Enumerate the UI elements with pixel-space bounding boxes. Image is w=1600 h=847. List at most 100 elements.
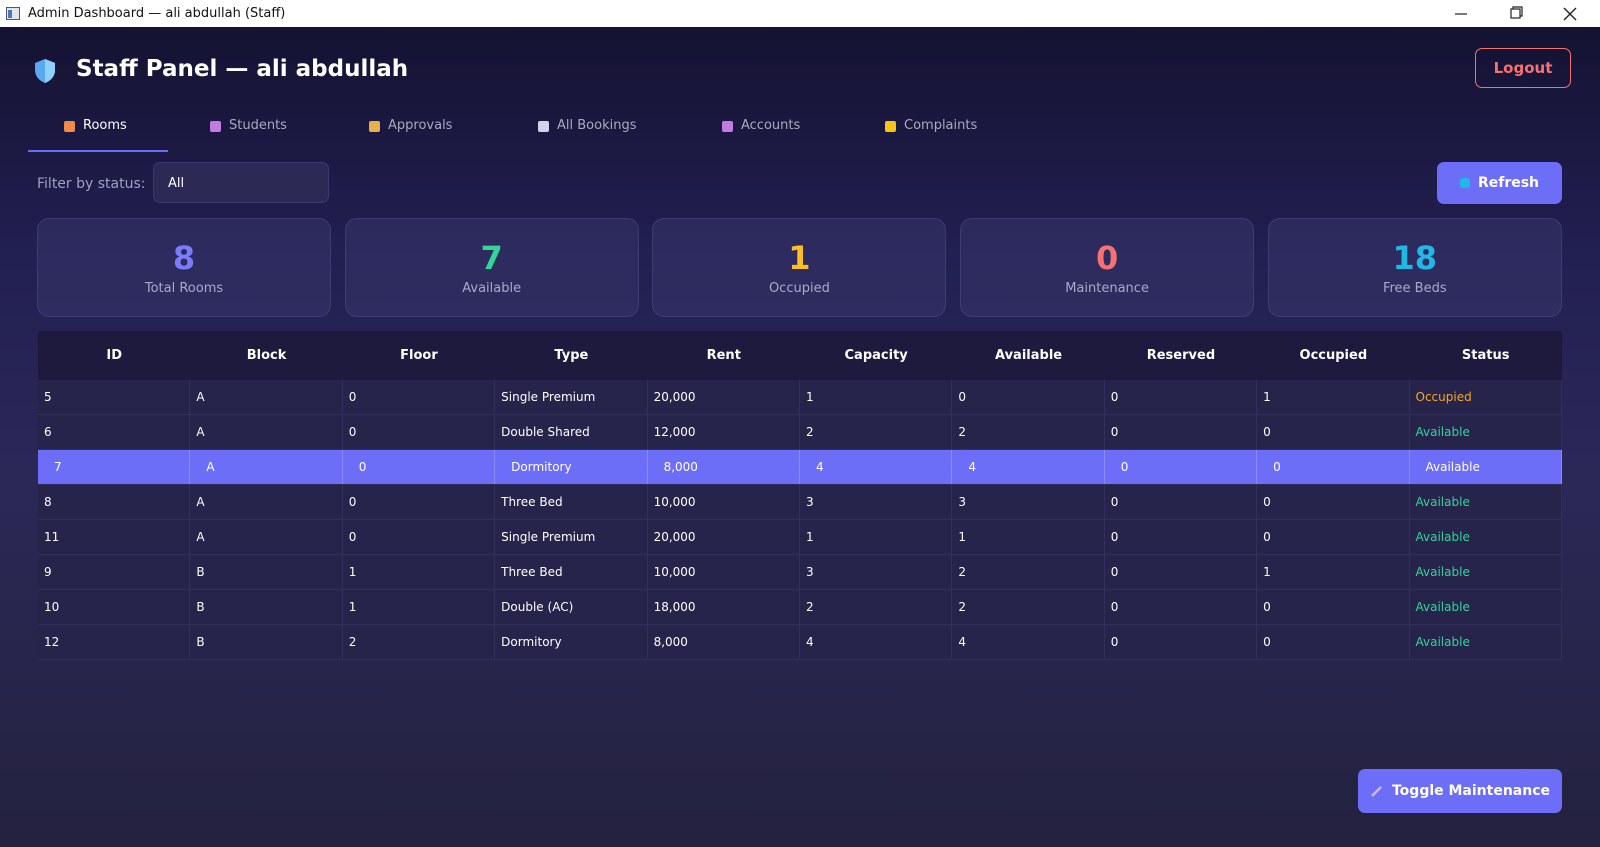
table-cell: 20,000 <box>648 380 800 414</box>
toggle-maintenance-button[interactable]: Toggle Maintenance <box>1358 769 1562 813</box>
window-controls[interactable] <box>1450 6 1590 22</box>
refresh-label: Refresh <box>1477 175 1540 191</box>
table-cell: Available <box>1410 555 1562 589</box>
tab-icon <box>369 121 380 132</box>
column-header: Block <box>246 348 287 363</box>
column-header: Type <box>554 348 589 363</box>
stat-value: 18 <box>1392 239 1438 277</box>
tab[interactable]: Approvals <box>369 118 452 150</box>
table-cell: Three Bed <box>495 555 648 589</box>
table-cell: Available <box>1410 485 1562 519</box>
table-cell: 0 <box>1105 590 1258 624</box>
table-cell: 0 <box>1105 450 1258 484</box>
tab-label: Complaints <box>904 118 978 133</box>
stat-value: 1 <box>788 239 811 277</box>
table-cell: 11 <box>38 520 191 554</box>
shield-icon <box>35 59 55 83</box>
table-cell: Double (AC) <box>495 590 648 624</box>
table-cell: Dormitory <box>495 450 648 484</box>
logout-button[interactable]: Logout <box>1475 48 1571 88</box>
stat-label: Total Rooms <box>144 281 224 296</box>
tab-icon <box>210 121 221 132</box>
table-row[interactable]: 10 B 1 Double (AC) 18,000 2 2 0 0 Available <box>38 590 1562 625</box>
table-cell: Single Premium <box>495 380 648 414</box>
app-icon <box>6 7 20 20</box>
tab[interactable]: Accounts <box>722 118 800 150</box>
tab[interactable]: Complaints <box>885 118 977 150</box>
table-cell: Available <box>1410 415 1562 449</box>
table-cell: 0 <box>343 450 496 484</box>
table-cell: Double Shared <box>495 415 648 449</box>
filter-label: Filter by status: <box>37 176 146 192</box>
tab-icon <box>64 121 75 132</box>
filter-select[interactable]: All <box>153 162 329 203</box>
toggle-label: Toggle Maintenance <box>1391 783 1551 799</box>
stat-card: 8 Total Rooms <box>37 218 331 317</box>
table-cell: 5 <box>38 380 191 414</box>
table-cell: Three Bed <box>495 485 648 519</box>
tab[interactable]: Rooms <box>64 118 127 150</box>
tab-icon <box>885 121 896 132</box>
table-row[interactable]: 6 A 0 Double Shared 12,000 2 2 0 0 Available <box>38 415 1562 450</box>
table-cell: 0 <box>343 520 496 554</box>
refresh-button[interactable]: Refresh <box>1437 162 1562 204</box>
table-cell: A <box>190 485 343 519</box>
table-cell: 10,000 <box>648 485 800 519</box>
table-cell: Dormitory <box>495 625 648 659</box>
tab-label: Approvals <box>388 118 453 133</box>
table-cell: A <box>190 380 343 414</box>
table-cell: 2 <box>800 590 953 624</box>
table-cell: 1 <box>1257 555 1410 589</box>
table-cell: 1 <box>1257 380 1410 414</box>
table-row[interactable]: 9 B 1 Three Bed 10,000 3 2 0 1 Available <box>38 555 1562 590</box>
column-header: ID <box>106 348 123 363</box>
table-cell: B <box>190 625 343 659</box>
table-cell: A <box>190 415 343 449</box>
table-cell: 0 <box>1105 415 1258 449</box>
table-cell: 9 <box>38 555 191 589</box>
stat-card: 7 Available <box>344 218 639 317</box>
table-cell: 12 <box>38 625 191 659</box>
table-cell: 1 <box>343 555 496 589</box>
table-cell: 2 <box>800 415 953 449</box>
table-cell: 0 <box>952 380 1105 414</box>
table-cell: 0 <box>1257 415 1410 449</box>
stat-card: 18 Free Beds <box>1267 218 1562 317</box>
table-row[interactable]: 12 B 2 Dormitory 8,000 4 4 0 0 Available <box>38 625 1562 660</box>
column-header: Occupied <box>1299 348 1368 363</box>
table-cell: 18,000 <box>648 590 800 624</box>
table-cell: B <box>190 555 343 589</box>
refresh-icon <box>1459 178 1470 188</box>
table-row[interactable]: 5 A 0 Single Premium 20,000 1 0 0 1 Occupied <box>38 380 1562 415</box>
table-cell: A <box>190 520 343 554</box>
tab[interactable]: All Bookings <box>538 118 636 150</box>
table-cell: 2 <box>952 590 1105 624</box>
table-cell: Single Premium <box>495 520 648 554</box>
tab[interactable]: Students <box>210 118 287 150</box>
title-bar: Admin Dashboard — ali abdullah (Staff) <box>0 0 1600 27</box>
table-cell: 0 <box>1105 520 1258 554</box>
table-cell: 1 <box>952 520 1105 554</box>
table-cell: 0 <box>1105 625 1258 659</box>
table-row[interactable]: 11 A 0 Single Premium 20,000 1 1 0 0 Available <box>38 520 1562 555</box>
table-cell: 0 <box>1105 555 1258 589</box>
table-cell: 8,000 <box>648 625 800 659</box>
table-cell: 0 <box>1257 450 1410 484</box>
table-cell: 0 <box>343 415 496 449</box>
table-row[interactable]: 7 A 0 Dormitory 8,000 4 4 0 0 Available <box>38 450 1562 485</box>
table-cell: 20,000 <box>648 520 800 554</box>
table-cell: 0 <box>1257 520 1410 554</box>
stat-label: Free Beds <box>1382 281 1447 296</box>
table-cell: 0 <box>343 380 496 414</box>
column-header: Rent <box>706 348 741 363</box>
table-cell: 1 <box>800 380 953 414</box>
table-cell: A <box>190 450 343 484</box>
table-row[interactable]: 8 A 0 Three Bed 10,000 3 3 0 0 Available <box>38 485 1562 520</box>
table-cell: 7 <box>38 450 191 484</box>
table-cell: 6 <box>38 415 191 449</box>
tab-label: Students <box>229 118 287 133</box>
stat-label: Occupied <box>768 281 830 296</box>
window-title: Admin Dashboard — ali abdullah (Staff) <box>28 6 286 21</box>
table-cell: 3 <box>800 485 953 519</box>
